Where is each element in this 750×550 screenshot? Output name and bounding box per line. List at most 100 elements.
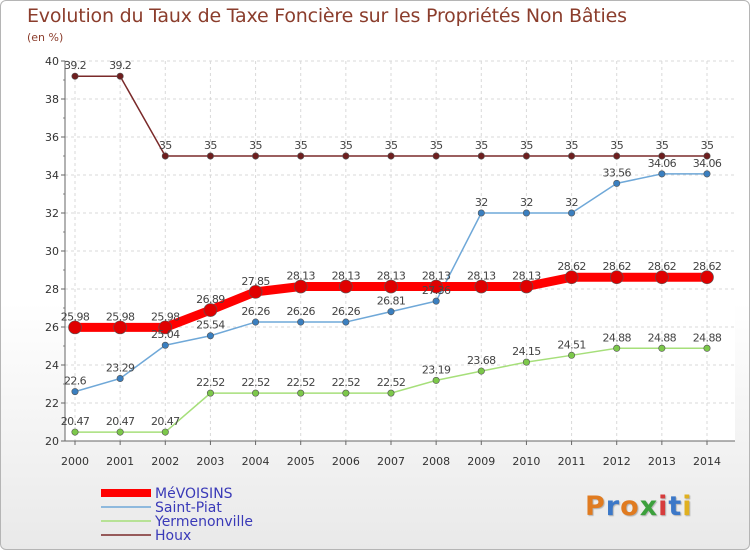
x-tick-label: 2004 xyxy=(242,455,270,468)
data-point xyxy=(71,72,79,80)
y-tick-label: 24 xyxy=(45,359,59,372)
data-label: 24.88 xyxy=(602,331,631,344)
data-point xyxy=(477,152,485,160)
data-point xyxy=(116,374,124,382)
data-point xyxy=(564,270,579,285)
data-label: 35 xyxy=(159,139,172,152)
data-label: 27.85 xyxy=(241,275,270,288)
data-point xyxy=(658,170,666,178)
data-label: 28.13 xyxy=(332,270,361,283)
logo-letter: t xyxy=(668,491,683,522)
data-point xyxy=(116,72,124,80)
data-label: 35 xyxy=(294,139,307,152)
data-label: 35 xyxy=(385,139,398,152)
data-point xyxy=(700,270,714,285)
logo-letter: o xyxy=(620,491,640,522)
x-tick-label: 2008 xyxy=(422,455,450,468)
proxiti-logo: Proxiti xyxy=(585,491,693,522)
data-point xyxy=(703,152,711,160)
x-tick-label: 2007 xyxy=(377,455,405,468)
y-tick-label: 28 xyxy=(45,283,59,296)
data-point xyxy=(522,152,530,160)
data-point xyxy=(342,152,350,160)
data-label: 22.52 xyxy=(377,376,406,389)
logo-letter: P xyxy=(585,491,606,522)
logo-letter: r xyxy=(605,491,621,522)
y-tick-label: 40 xyxy=(45,55,59,68)
data-point xyxy=(703,344,711,352)
y-tick-label: 38 xyxy=(45,93,59,106)
data-point xyxy=(432,152,440,160)
chart-title: Evolution du Taux de Taxe Foncière sur l… xyxy=(27,5,627,27)
data-point xyxy=(206,152,214,160)
x-tick-label: 2014 xyxy=(693,455,721,468)
data-point xyxy=(432,376,440,384)
data-label: 28.13 xyxy=(422,270,451,283)
data-point xyxy=(252,318,260,326)
data-point xyxy=(206,332,214,340)
x-tick-label: 2010 xyxy=(512,455,540,468)
x-tick-label: 2001 xyxy=(106,455,134,468)
logo-letter: i xyxy=(658,491,669,522)
y-tick-label: 26 xyxy=(45,321,59,334)
data-label: 23.19 xyxy=(422,363,451,376)
data-point xyxy=(342,389,350,397)
data-label: 24.88 xyxy=(648,331,677,344)
data-point xyxy=(613,344,621,352)
data-label: 35 xyxy=(610,139,623,152)
data-label: 35 xyxy=(565,139,578,152)
data-label: 22.6 xyxy=(64,375,87,388)
data-point xyxy=(206,389,214,397)
data-point xyxy=(655,270,669,285)
data-point xyxy=(161,428,169,436)
data-label: 25.98 xyxy=(151,310,180,323)
data-point xyxy=(158,320,173,335)
data-label: 26.26 xyxy=(286,305,315,318)
legend-label: Houx xyxy=(155,528,191,544)
data-point xyxy=(613,179,621,187)
x-tick-label: 2009 xyxy=(467,455,495,468)
data-point xyxy=(71,428,79,436)
legend-label: MéVOISINS xyxy=(155,486,233,502)
data-label: 28.62 xyxy=(557,260,586,273)
logo-letter: i xyxy=(682,491,693,522)
y-tick-label: 32 xyxy=(45,207,59,220)
data-label: 27.36 xyxy=(422,284,451,297)
data-label: 33.56 xyxy=(602,166,631,179)
data-point xyxy=(252,389,260,397)
data-label: 25.04 xyxy=(151,328,180,341)
y-tick-label: 34 xyxy=(45,169,59,182)
x-tick-label: 2003 xyxy=(196,455,224,468)
data-label: 35 xyxy=(430,139,443,152)
data-label: 22.52 xyxy=(332,376,361,389)
data-label: 39.2 xyxy=(109,59,131,72)
x-tick-label: 2000 xyxy=(61,455,89,468)
y-tick-label: 36 xyxy=(45,131,59,144)
data-label: 20.47 xyxy=(151,415,180,428)
x-tick-label: 2013 xyxy=(648,455,676,468)
data-point xyxy=(252,152,260,160)
data-point xyxy=(477,209,485,217)
data-point xyxy=(568,209,576,217)
data-label: 22.52 xyxy=(286,376,315,389)
data-point xyxy=(568,152,576,160)
legend-label: Yermenonville xyxy=(154,514,253,530)
data-point xyxy=(568,351,576,359)
data-label: 25.98 xyxy=(61,310,90,323)
data-point xyxy=(519,279,534,294)
data-label: 24.51 xyxy=(557,338,586,351)
x-tick-label: 2002 xyxy=(151,455,179,468)
data-point xyxy=(248,285,263,299)
axes: 20 22 24 26 28 30 32 34 36 38 40 2000 2001 2002 2003 20… xyxy=(45,55,735,468)
data-point xyxy=(477,367,485,375)
data-point xyxy=(203,303,218,317)
data-point xyxy=(113,320,127,335)
y-tick-label: 22 xyxy=(45,397,59,410)
data-label: 26.89 xyxy=(196,293,225,306)
data-label: 35 xyxy=(204,139,217,152)
data-point xyxy=(658,152,666,160)
data-label: 35 xyxy=(701,139,714,152)
x-tick-label: 2006 xyxy=(332,455,360,468)
